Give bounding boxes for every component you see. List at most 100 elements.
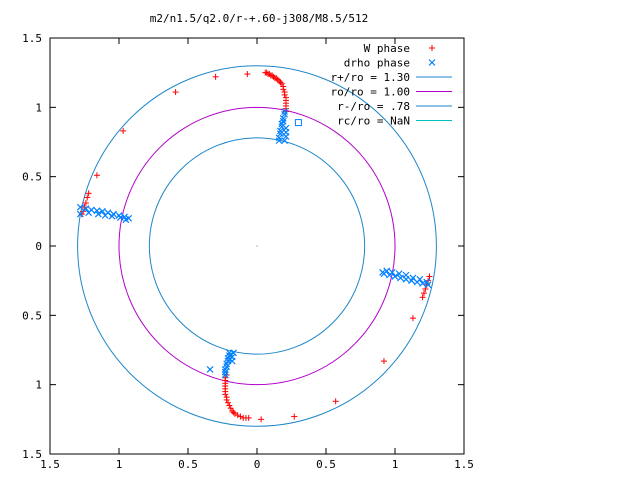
drho-phase-point-13 xyxy=(101,212,109,219)
y-tick-label-5: 1 xyxy=(35,379,42,392)
w-phase-point-44 xyxy=(258,416,265,423)
legend-label-5: rc/ro = NaN xyxy=(337,115,410,128)
drho-phase-point-17 xyxy=(275,137,283,145)
drho-phase-point-4 xyxy=(99,207,106,215)
legend-entry-0: W phase xyxy=(364,42,435,55)
legend-label-1: drho phase xyxy=(344,57,410,70)
w-phase-point-51 xyxy=(230,409,237,416)
drho-phase-point-44 xyxy=(409,274,417,282)
drho-phase-point-42 xyxy=(395,270,403,278)
w-phase-point-4 xyxy=(84,194,91,201)
w-phase-point-22 xyxy=(277,79,284,86)
x-tick-label-6: 1.5 xyxy=(454,458,474,471)
circle-2 xyxy=(148,137,366,355)
drho-phase-point-53 xyxy=(221,365,229,373)
w-phase-point-39 xyxy=(419,294,426,301)
w-phase-point-16 xyxy=(269,72,276,79)
drho-phase-point-27 xyxy=(281,137,289,145)
legend-label-2: r+/ro = 1.30 xyxy=(331,71,410,84)
drho-phase-point-43 xyxy=(402,271,410,279)
drho-phase-point-26 xyxy=(281,108,289,115)
w-phase-point-20 xyxy=(274,76,281,83)
w-phase-point-38 xyxy=(420,290,427,297)
circle-0 xyxy=(77,65,437,427)
w-phase-point-3 xyxy=(82,200,89,207)
w-phase-point-17 xyxy=(270,73,277,80)
drho-phase-point-14 xyxy=(108,212,116,220)
drho-phase-point-0 xyxy=(76,203,84,211)
x-tick-label-5: 1 xyxy=(392,458,399,471)
drho-phase-point-60 xyxy=(379,268,387,276)
drho-phase-point-41 xyxy=(388,268,396,276)
drho-phase-point-51 xyxy=(223,360,231,368)
drho-phase-point-46 xyxy=(423,278,431,286)
w-phase-point-5 xyxy=(85,190,92,197)
legend-entry-4: r-/ro = .78 xyxy=(337,100,452,113)
drho-phase-point-24 xyxy=(279,115,287,122)
w-phase-point-9 xyxy=(212,73,219,80)
drho-phase-point-58 xyxy=(228,357,236,365)
x-tick-label-2: 0.5 xyxy=(178,458,198,471)
w-phase-point-55 xyxy=(225,399,232,406)
y-tick-label-4: 0.5 xyxy=(22,309,42,322)
drho-phase-point-25 xyxy=(281,110,289,118)
x-tick-label-3: 0 xyxy=(254,458,261,471)
drho-phase-point-45 xyxy=(416,275,424,283)
drho-phase-point-34 xyxy=(397,274,404,282)
legend-entry-5: rc/ro = NaN xyxy=(337,115,452,128)
w-phase-point-57 xyxy=(223,394,230,401)
square-marker xyxy=(294,119,302,127)
legend-label-4: r-/ro = .78 xyxy=(337,100,410,113)
w-phase-point-8 xyxy=(172,89,179,96)
x-tick-label-4: 0.5 xyxy=(316,458,336,471)
w-phase-point-41 xyxy=(380,358,387,365)
circles-layer xyxy=(77,65,437,427)
drho-phase-point-21 xyxy=(278,123,286,131)
legend-entry-1: drho phase xyxy=(344,57,436,70)
y-tick-label-2: 0.5 xyxy=(22,171,42,184)
w-phase-point-25 xyxy=(280,86,287,93)
w-phase-point-6 xyxy=(93,172,100,179)
drho-phase-point-10 xyxy=(76,210,84,218)
drho-phase-point-33 xyxy=(391,273,399,280)
drho-phase-point-16 xyxy=(122,216,130,224)
w-phase-point-54 xyxy=(226,402,233,409)
w-phase-point-42 xyxy=(332,398,339,405)
w-phase-point-43 xyxy=(291,413,298,420)
drho-phase-point-1 xyxy=(82,205,90,212)
w-phase-point-10 xyxy=(244,71,251,78)
w-phase-point-34 xyxy=(426,273,433,280)
w-phase-point-21 xyxy=(276,77,283,84)
plot-frame xyxy=(49,37,465,455)
drho-phase-point-20 xyxy=(277,127,284,135)
w-phase-point-7 xyxy=(120,127,127,134)
w-phase-point-27 xyxy=(281,91,288,98)
w-phase-point-48 xyxy=(237,413,244,420)
drho-phase-point-30 xyxy=(282,124,290,132)
w-phase-point-14 xyxy=(266,71,273,78)
legend-entry-3: ro/ro = 1.00 xyxy=(331,86,452,99)
legend-entry-2: r+/ro = 1.30 xyxy=(331,71,452,84)
chart-title: m2/n1.5/q2.0/r-+.60-j308/M8.5/512 xyxy=(150,12,369,25)
w-phase-point-23 xyxy=(278,80,285,87)
y-tick-label-1: 1 xyxy=(35,101,42,114)
w-phase-point-12 xyxy=(263,69,270,76)
w-phase-point-47 xyxy=(240,414,247,421)
drho-phase-point-23 xyxy=(279,117,287,125)
drho-phase-point-19 xyxy=(277,130,284,138)
y-tick-label-6: 1.5 xyxy=(22,448,42,461)
drho-phase-point-18 xyxy=(275,134,283,142)
drho-phase-point-56 xyxy=(230,349,237,357)
w-phase-point-52 xyxy=(229,408,236,415)
drho-phase-point-12 xyxy=(94,210,102,218)
circle-1 xyxy=(118,106,396,386)
drho-phase-point-55 xyxy=(221,371,229,379)
drho-phase-point-38 xyxy=(419,280,427,287)
x-tick-label-0: 1.5 xyxy=(40,458,60,471)
drho-phase-point-49 xyxy=(224,354,232,362)
w-phase-point-49 xyxy=(234,412,241,419)
y-tick-label-0: 1.5 xyxy=(22,32,42,45)
points-layer xyxy=(76,69,433,423)
